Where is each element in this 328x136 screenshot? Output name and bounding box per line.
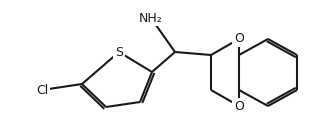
- Text: O: O: [234, 100, 244, 112]
- Text: NH₂: NH₂: [139, 12, 163, 24]
- Text: S: S: [115, 46, 123, 58]
- Text: O: O: [234, 33, 244, 46]
- Text: Cl: Cl: [36, 84, 48, 97]
